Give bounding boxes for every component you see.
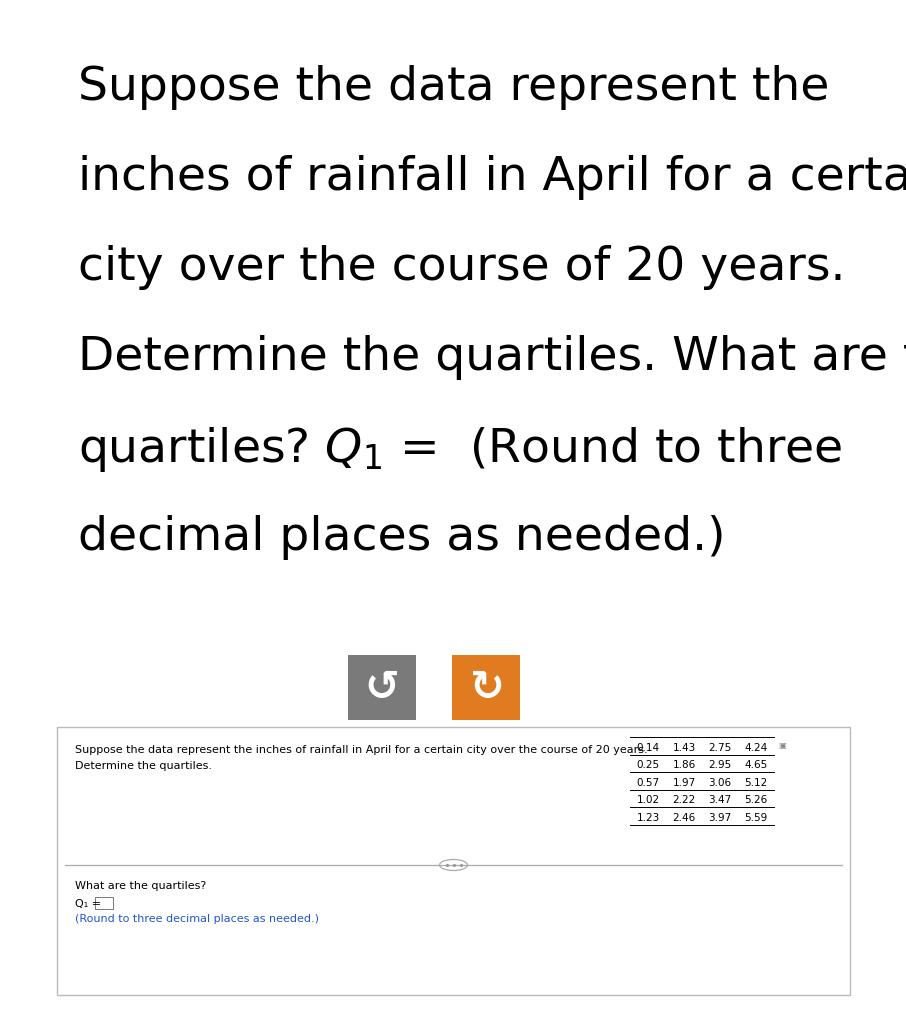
Text: Suppose the data represent the: Suppose the data represent the (78, 65, 829, 110)
Text: 2.46: 2.46 (672, 812, 696, 823)
FancyBboxPatch shape (57, 727, 850, 995)
Text: quartiles? $Q_1$ =  (Round to three: quartiles? $Q_1$ = (Round to three (78, 425, 843, 474)
Text: 2.22: 2.22 (672, 795, 696, 805)
Text: 2.75: 2.75 (708, 743, 732, 752)
Text: 3.47: 3.47 (708, 795, 732, 805)
Text: Determine the quartiles. What are the: Determine the quartiles. What are the (78, 335, 906, 380)
Text: city over the course of 20 years.: city over the course of 20 years. (78, 245, 845, 290)
Text: 3.06: 3.06 (708, 778, 731, 788)
Text: Q₁ =: Q₁ = (75, 899, 101, 909)
Text: decimal places as needed.): decimal places as needed.) (78, 515, 726, 560)
Text: (Round to three decimal places as needed.): (Round to three decimal places as needed… (75, 914, 319, 924)
Text: 0.14: 0.14 (636, 743, 660, 752)
Text: 5.26: 5.26 (745, 795, 767, 805)
FancyBboxPatch shape (452, 655, 520, 720)
Text: ▣: ▣ (778, 741, 786, 750)
FancyBboxPatch shape (348, 655, 416, 720)
Text: 0.25: 0.25 (636, 760, 660, 771)
Text: 4.65: 4.65 (745, 760, 767, 771)
Text: 1.86: 1.86 (672, 760, 696, 771)
Text: 1.23: 1.23 (636, 812, 660, 823)
Text: 5.59: 5.59 (745, 812, 767, 823)
Text: 1.97: 1.97 (672, 778, 696, 788)
FancyBboxPatch shape (95, 897, 113, 909)
Text: Determine the quartiles.: Determine the quartiles. (75, 761, 212, 771)
Text: 4.24: 4.24 (745, 743, 767, 752)
Text: 5.12: 5.12 (745, 778, 767, 788)
Text: ↺: ↺ (364, 667, 400, 709)
Text: Suppose the data represent the inches of rainfall in April for a certain city ov: Suppose the data represent the inches of… (75, 745, 648, 755)
Text: 1.43: 1.43 (672, 743, 696, 752)
Text: ↻: ↻ (468, 667, 504, 709)
Text: What are the quartiles?: What are the quartiles? (75, 881, 207, 891)
Text: 0.57: 0.57 (636, 778, 660, 788)
Ellipse shape (439, 859, 467, 870)
Text: 3.97: 3.97 (708, 812, 732, 823)
Text: 2.95: 2.95 (708, 760, 732, 771)
Text: inches of rainfall in April for a certain: inches of rainfall in April for a certai… (78, 155, 906, 200)
Text: 1.02: 1.02 (636, 795, 660, 805)
